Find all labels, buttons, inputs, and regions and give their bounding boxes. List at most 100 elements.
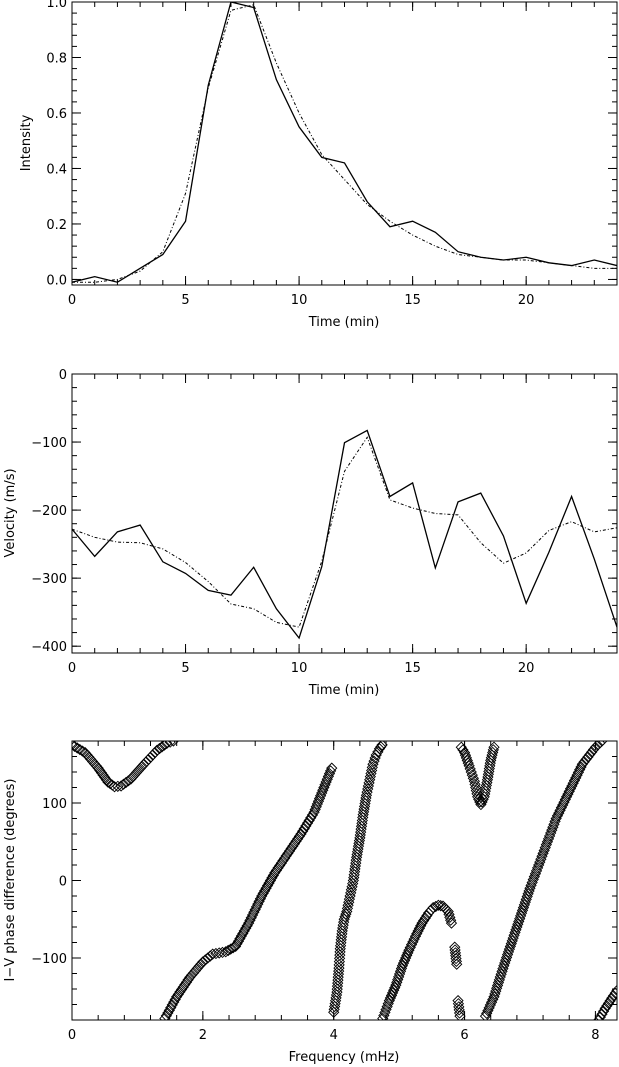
phase-diamond-marker — [227, 942, 239, 954]
phase-diamond-marker — [76, 745, 89, 757]
phase-diamond-marker — [167, 741, 180, 747]
intensity-x-tick-label: 15 — [404, 293, 421, 308]
phase-diamond-marker — [278, 852, 291, 864]
phase-diamond-marker — [602, 997, 615, 1009]
intensity-panel: 0 5 10 15 20 0.0 0.2 0.4 0.6 0.8 1.0 Time (min) In… — [19, 0, 618, 330]
phase-diamond-marker — [185, 969, 198, 981]
phase-diamond-marker — [125, 773, 137, 785]
velocity-x-tick-label: 15 — [404, 661, 421, 676]
phase-diamond-marker — [576, 758, 588, 770]
phase-diamond-marker — [266, 872, 278, 884]
phase-diamond-marker — [161, 741, 173, 749]
phase-diamond-marker — [164, 741, 176, 748]
intensity-y-tick-label: 0.4 — [46, 162, 67, 177]
phase-diamond-marker — [575, 761, 587, 773]
phase-diamond-marker — [282, 847, 294, 860]
phase-diamond-marker — [470, 781, 482, 794]
intensity-y-tick-label: 1.0 — [46, 0, 67, 11]
phase-diamond-marker — [187, 967, 200, 979]
phase-diamond-marker — [169, 993, 181, 1006]
phase-diamond-marker — [216, 946, 229, 959]
velocity-x-tick-label: 0 — [68, 661, 76, 676]
phase-diamond-marker — [153, 742, 166, 755]
phase-diamond-marker — [99, 771, 111, 784]
intensity-x-tick-label: 10 — [291, 293, 308, 308]
phase-diamond-marker — [300, 820, 312, 832]
phase-diamond-marker — [587, 743, 600, 756]
phase-diamond-marker — [166, 999, 178, 1011]
phase-diamond-marker — [419, 912, 431, 924]
phase-diamond-marker — [461, 754, 473, 767]
phase-diamond-marker — [586, 746, 598, 758]
phase-diamond-marker — [445, 914, 457, 926]
phase-diamond-marker — [468, 775, 481, 787]
intensity-x-tick-label: 0 — [68, 293, 76, 308]
phase-diamond-marker — [202, 952, 214, 964]
phase-diamond-marker — [280, 850, 292, 862]
phase-diamond-marker — [180, 976, 193, 988]
velocity-y-tick-label: −300 — [31, 572, 67, 587]
phase-diamond-marker — [238, 925, 250, 937]
phase-diamond-marker — [151, 744, 163, 756]
phase-diamond-marker — [197, 956, 209, 968]
phase-diamond-marker — [418, 914, 430, 927]
phase-diamond-marker — [225, 943, 237, 955]
phase-diamond-marker — [298, 822, 310, 835]
phase-diamond-marker — [334, 946, 346, 958]
phase-diamond-marker — [108, 781, 121, 793]
phase-diamond-marker — [213, 947, 225, 959]
phase-diamond-marker — [240, 922, 252, 934]
velocity-series-observed-line — [72, 429, 617, 640]
velocity-y-tick-label: −200 — [31, 504, 67, 519]
phase-diamond-marker — [72, 741, 78, 751]
phase-diamond-marker — [140, 756, 152, 768]
phase-x-tick-label: 8 — [591, 1028, 599, 1043]
phase-diamond-marker — [333, 952, 346, 965]
phase-diamond-marker — [442, 905, 454, 918]
intensity-y-axis-label: Intensity — [19, 114, 34, 171]
intensity-y-tick-label: 0.0 — [46, 273, 67, 288]
phase-diamond-marker — [269, 867, 281, 879]
phase-diamond-marker — [127, 771, 139, 783]
phase-diamond-marker — [222, 944, 234, 957]
phase-diamond-marker — [72, 741, 81, 753]
phase-diamond-marker — [231, 938, 243, 950]
phase-diamond-marker — [160, 1010, 173, 1020]
phase-diamond-marker — [272, 862, 284, 874]
phase-x-tick-label: 6 — [460, 1028, 468, 1043]
phase-diamond-marker — [454, 1010, 466, 1020]
phase-diamond-marker — [488, 741, 500, 753]
phase-diamond-marker — [165, 1001, 177, 1014]
phase-y-tick-label: 0 — [59, 875, 67, 890]
phase-diamond-marker — [184, 971, 196, 984]
phase-diamond-marker — [134, 762, 146, 775]
phase-diamond-marker — [473, 793, 485, 806]
intensity-series-observed-line — [72, 2, 617, 283]
phase-diamond-marker — [256, 890, 268, 902]
phase-diamond-marker — [74, 743, 86, 756]
phase-diamond-marker — [189, 965, 202, 977]
velocity-x-axis-label: Time (min) — [308, 683, 380, 698]
phase-diamond-marker — [455, 741, 467, 753]
phase-diamond-marker — [254, 893, 267, 905]
phase-diamond-marker — [467, 772, 479, 784]
phase-x-tick-label: 2 — [199, 1028, 207, 1043]
phase-diamond-marker — [259, 885, 271, 897]
phase-diamond-marker — [263, 877, 275, 889]
phase-diamond-marker — [453, 1007, 466, 1019]
phase-diamond-marker — [274, 859, 286, 872]
phase-diamond-marker — [432, 899, 445, 911]
phase-diamond-marker — [144, 751, 157, 763]
phase-diamond-marker — [193, 960, 205, 972]
phase-diamond-marker — [421, 909, 433, 922]
phase-diamond-marker — [175, 983, 188, 996]
intensity-x-axis-label: Time (min) — [308, 315, 380, 330]
phase-diamond-marker — [149, 746, 161, 759]
phase-diamond-marker — [596, 1008, 608, 1020]
velocity-x-tick-label: 20 — [518, 661, 535, 676]
velocity-plot-frame — [71, 373, 618, 654]
phase-diamond-marker — [163, 1004, 175, 1016]
phase-diamond-marker — [333, 955, 346, 968]
phase-x-tick-label: 0 — [68, 1028, 76, 1043]
